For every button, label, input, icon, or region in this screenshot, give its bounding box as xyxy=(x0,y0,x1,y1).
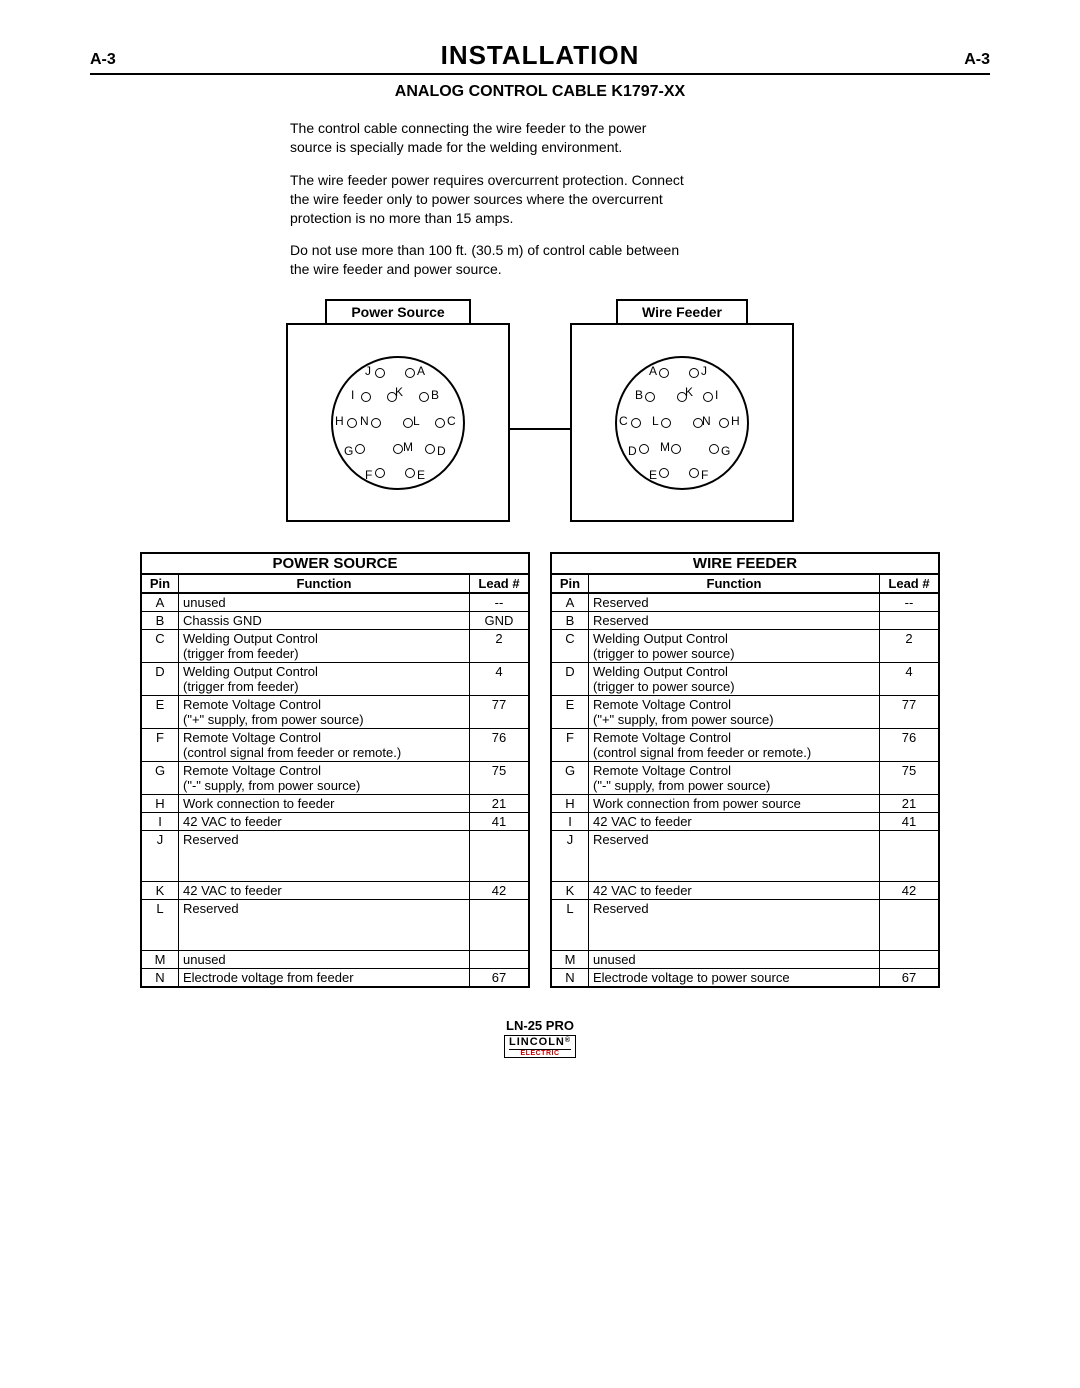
pin-D xyxy=(425,444,435,454)
pin-C xyxy=(435,418,445,428)
power-source-table: POWER SOURCEPinFunctionLead #Aunused--BC… xyxy=(140,552,530,988)
pin-label-M: M xyxy=(403,440,413,454)
header-left: A-3 xyxy=(90,51,116,69)
footer-logo: LINCOLN® ELECTRIC xyxy=(504,1035,576,1058)
pin-B xyxy=(419,392,429,402)
tables-row: POWER SOURCEPinFunctionLead #Aunused--BC… xyxy=(90,552,990,988)
pin-F xyxy=(689,468,699,478)
pin-H xyxy=(347,418,357,428)
pin-label-F: F xyxy=(365,468,372,482)
pin-J xyxy=(375,368,385,378)
wire-feeder-circle: A J B K I C L N H D M G E F xyxy=(615,356,749,490)
footer: LN-25 PRO LINCOLN® ELECTRIC xyxy=(90,1018,990,1058)
pin-J xyxy=(689,368,699,378)
pin-L xyxy=(661,418,671,428)
pin-label-D: D xyxy=(628,444,637,458)
pin-label-N: N xyxy=(702,414,711,428)
pin-label-I: I xyxy=(715,388,718,402)
pin-H xyxy=(719,418,729,428)
wire-feeder-connector: A J B K I C L N H D M G E F xyxy=(570,323,794,522)
pin-N xyxy=(371,418,381,428)
pin-label-H: H xyxy=(731,414,740,428)
pin-label-J: J xyxy=(365,364,371,378)
header-title: INSTALLATION xyxy=(441,40,640,71)
pin-M xyxy=(393,444,403,454)
subtitle: ANALOG CONTROL CABLE K1797-XX xyxy=(90,83,990,101)
header-right: A-3 xyxy=(964,51,990,69)
power-source-circle: J A I K B H N L C G M D F E xyxy=(331,356,465,490)
pin-label-C: C xyxy=(619,414,628,428)
footer-model: LN-25 PRO xyxy=(90,1018,990,1033)
pin-label-K: K xyxy=(685,385,693,399)
pin-A xyxy=(659,368,669,378)
pin-D xyxy=(639,444,649,454)
pin-label-L: L xyxy=(413,414,420,428)
power-source-connector: J A I K B H N L C G M D F E xyxy=(286,323,510,522)
pin-E xyxy=(405,468,415,478)
wire-feeder-label: Wire Feeder xyxy=(616,299,748,325)
brand-name: LINCOLN xyxy=(509,1036,565,1048)
paragraph-3: Do not use more than 100 ft. (30.5 m) of… xyxy=(290,241,690,279)
connector-diagram: Power Source J A I K B H N L C G M D F E Wire Feeder … xyxy=(90,299,990,522)
pin-C xyxy=(631,418,641,428)
pin-label-A: A xyxy=(417,364,425,378)
pin-label-D: D xyxy=(437,444,446,458)
pin-A xyxy=(405,368,415,378)
pin-M xyxy=(671,444,681,454)
pin-label-L: L xyxy=(652,414,659,428)
pin-label-K: K xyxy=(395,385,403,399)
pin-label-I: I xyxy=(351,388,354,402)
pin-B xyxy=(645,392,655,402)
power-source-block: Power Source J A I K B H N L C G M D F E xyxy=(286,299,510,522)
pin-label-B: B xyxy=(431,388,439,402)
paragraph-1: The control cable connecting the wire fe… xyxy=(290,119,690,157)
pin-label-B: B xyxy=(635,388,643,402)
brand-sub: ELECTRIC xyxy=(509,1049,571,1057)
page-header: A-3 INSTALLATION A-3 xyxy=(90,40,990,75)
pin-label-M: M xyxy=(660,440,670,454)
pin-label-E: E xyxy=(417,468,425,482)
reg-mark: ® xyxy=(565,1037,571,1044)
power-source-label: Power Source xyxy=(325,299,470,325)
pin-label-J: J xyxy=(701,364,707,378)
wire-feeder-block: Wire Feeder A J B K I C L N H D M G E F xyxy=(570,299,794,522)
pin-I xyxy=(361,392,371,402)
pin-G xyxy=(709,444,719,454)
pin-label-N: N xyxy=(360,414,369,428)
pin-label-E: E xyxy=(649,468,657,482)
pin-label-C: C xyxy=(447,414,456,428)
pin-label-F: F xyxy=(701,468,708,482)
pin-L xyxy=(403,418,413,428)
pin-I xyxy=(703,392,713,402)
pin-label-A: A xyxy=(649,364,657,378)
pin-label-G: G xyxy=(721,444,730,458)
pin-label-H: H xyxy=(335,414,344,428)
wire-feeder-table: WIRE FEEDERPinFunctionLead #AReserved--B… xyxy=(550,552,940,988)
pin-F xyxy=(375,468,385,478)
paragraph-2: The wire feeder power requires overcurre… xyxy=(290,171,690,228)
pin-E xyxy=(659,468,669,478)
pin-G xyxy=(355,444,365,454)
cable-line xyxy=(510,428,570,430)
pin-label-G: G xyxy=(344,444,353,458)
